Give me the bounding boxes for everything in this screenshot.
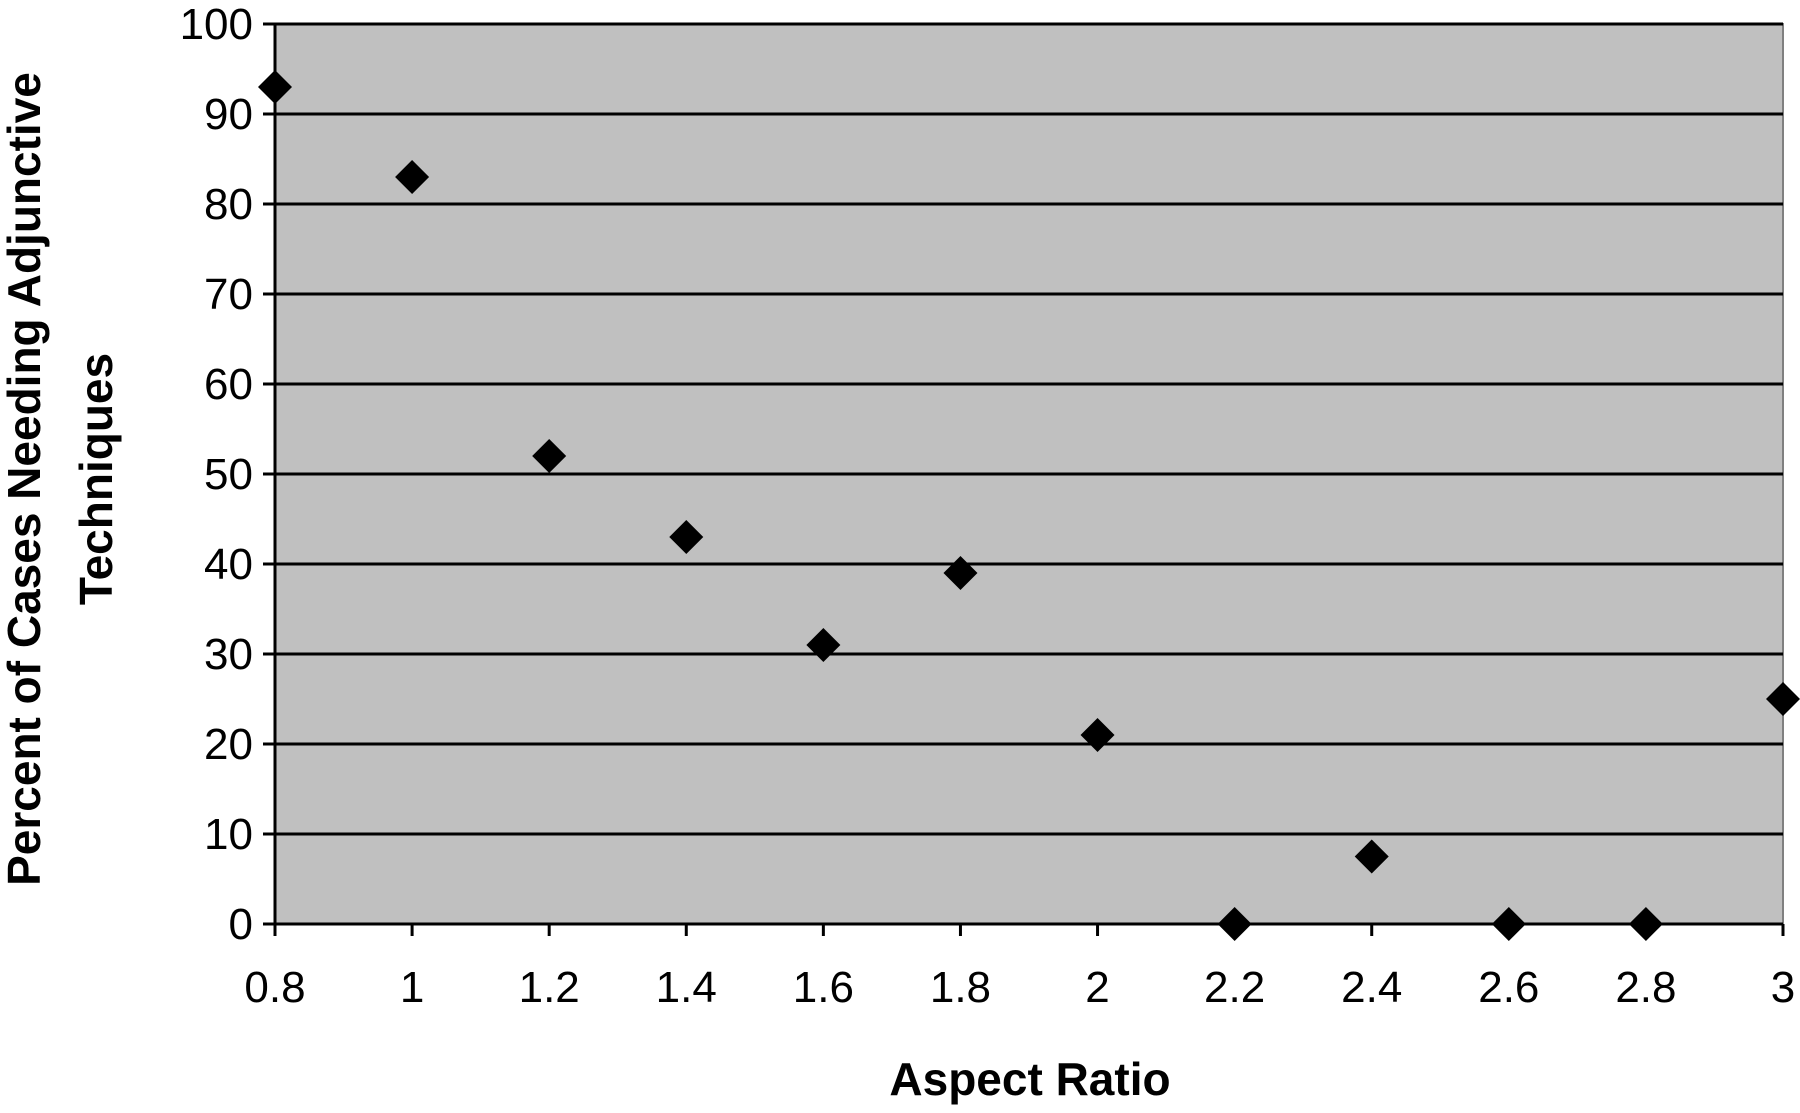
x-tick-label: 2.4 (1341, 963, 1402, 1012)
y-tick-label: 0 (229, 900, 253, 949)
x-tick-label: 1.6 (793, 963, 854, 1012)
data-point-marker (1080, 718, 1115, 752)
data-point-marker (669, 520, 704, 554)
y-axis-tick-labels: 0 10 20 30 40 50 60 70 80 90 100 (180, 0, 253, 949)
data-point-marker (258, 70, 292, 104)
y-axis-title: Percent of Cases Needing Adjunctive Tech… (0, 72, 122, 886)
data-points (258, 70, 1800, 941)
x-axis-tick-labels: 0.8 1 1.2 1.4 1.6 1.8 2 2.2 2.4 2.6 2.8 3 (244, 963, 1795, 1012)
x-tick-label: 0.8 (244, 963, 305, 1012)
y-tick-label: 100 (180, 0, 253, 49)
data-point-marker (1628, 907, 1663, 941)
data-point-marker (943, 556, 978, 590)
y-tick-label: 80 (204, 180, 253, 229)
y-tick-label: 40 (204, 540, 253, 589)
y-tick-label: 30 (204, 630, 253, 679)
x-tick-label: 1 (400, 963, 424, 1012)
y-tick-label: 60 (204, 360, 253, 409)
x-tick-label: 2.6 (1478, 963, 1539, 1012)
y-axis-title-line-1: Percent of Cases Needing Adjunctive (0, 72, 50, 886)
y-tick-label: 70 (204, 270, 253, 319)
data-point-marker (1766, 682, 1800, 716)
y-tick-label: 50 (204, 450, 253, 499)
y-tick-label: 10 (204, 810, 253, 859)
data-point-marker (532, 439, 567, 473)
data-point-marker (1354, 839, 1389, 874)
x-tick-label: 2.8 (1615, 963, 1676, 1012)
gridlines (275, 22, 1783, 836)
x-tick-label: 1.4 (656, 963, 717, 1012)
y-axis-title-line-2: Techniques (70, 353, 122, 605)
data-point-marker (1217, 907, 1252, 941)
x-tick-label: 1.8 (930, 963, 991, 1012)
x-axis-title: Aspect Ratio (889, 1053, 1170, 1105)
y-tick-label: 90 (204, 90, 253, 139)
x-tick-label: 1.2 (519, 963, 580, 1012)
data-point-marker (806, 628, 841, 662)
x-tick-label: 2.2 (1204, 963, 1265, 1012)
x-tick-label: 2 (1085, 963, 1109, 1012)
x-tick-label: 3 (1771, 963, 1795, 1012)
y-tick-label: 20 (204, 720, 253, 769)
data-point-marker (395, 160, 430, 194)
data-point-marker (1491, 907, 1526, 941)
